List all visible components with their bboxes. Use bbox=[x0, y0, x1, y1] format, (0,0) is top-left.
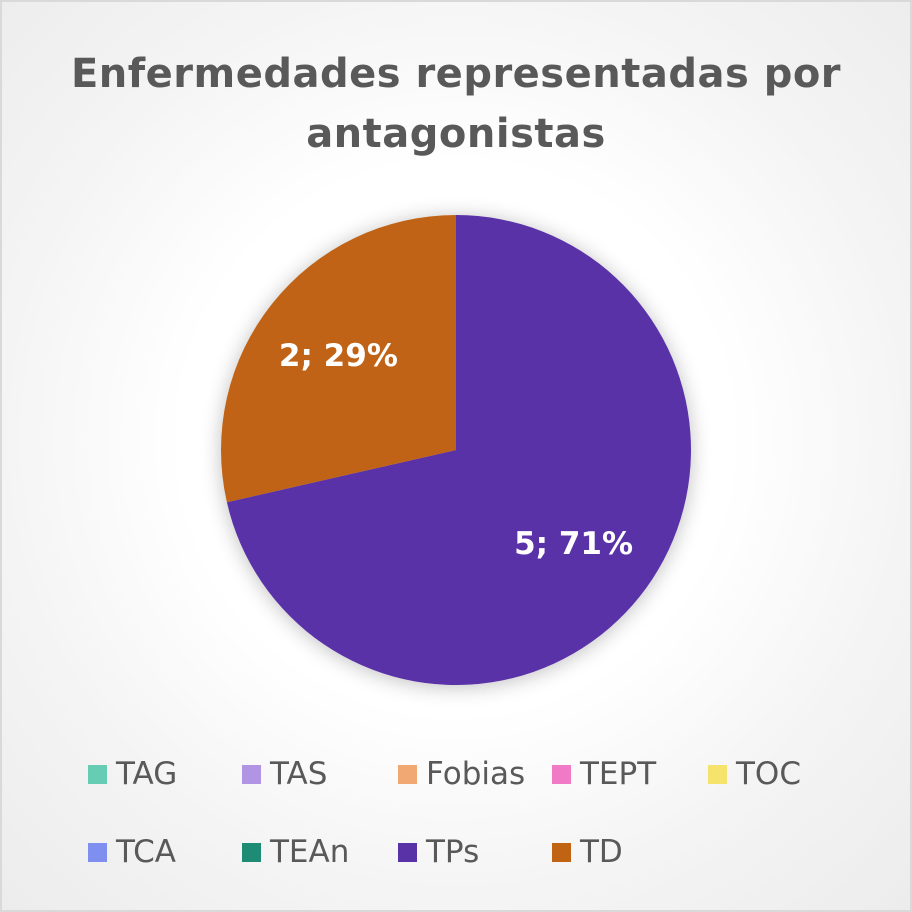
data-label-tps: 5; 71% bbox=[514, 526, 633, 562]
chart-title: Enfermedades representadas por antagonis… bbox=[70, 51, 842, 157]
pie-slice-tps bbox=[226, 215, 691, 685]
pie-slice-td bbox=[221, 215, 456, 503]
data-label-td: 2; 29% bbox=[279, 338, 398, 374]
